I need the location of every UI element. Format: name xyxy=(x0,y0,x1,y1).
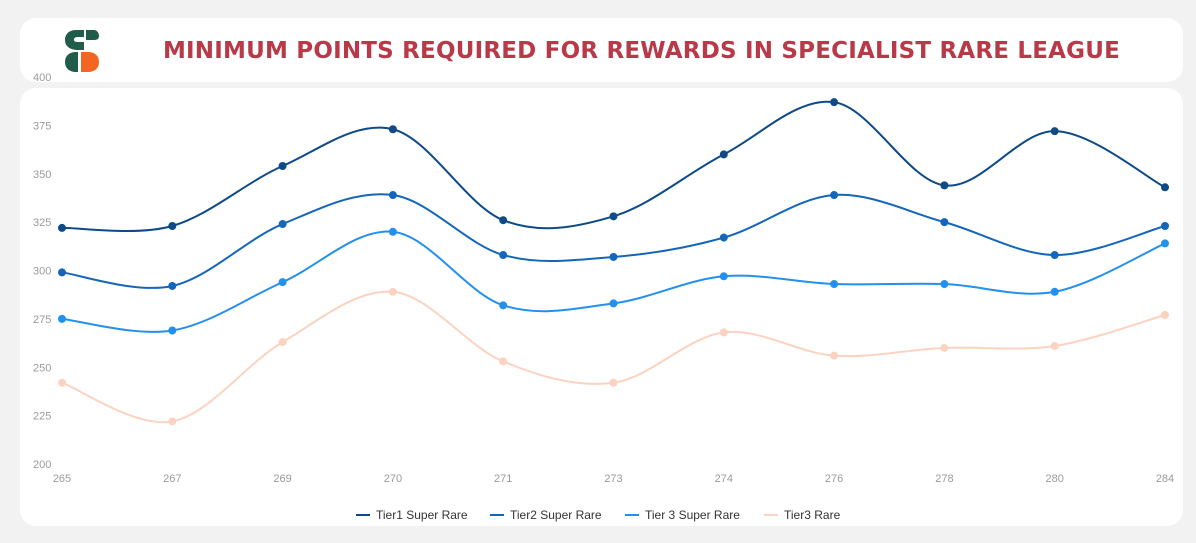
data-point[interactable] xyxy=(609,378,618,387)
legend: Tier1 Super Rare Tier2 Super Rare Tier 3 S… xyxy=(356,508,841,522)
y-axis-ticks: 200 225 250 275 300 325 350 375 400 xyxy=(33,72,51,471)
data-point[interactable] xyxy=(388,227,397,236)
data-point[interactable] xyxy=(1161,221,1169,230)
logo-orange-shape xyxy=(81,52,99,72)
data-point[interactable] xyxy=(1050,251,1059,260)
data-point[interactable] xyxy=(168,326,177,335)
logo-green-shape xyxy=(65,30,99,72)
data-point[interactable] xyxy=(830,280,839,289)
data-point[interactable] xyxy=(940,343,949,352)
y-tick-label: 375 xyxy=(33,120,51,132)
series-line xyxy=(61,230,1166,333)
data-point[interactable] xyxy=(830,191,839,200)
data-point[interactable] xyxy=(388,125,397,134)
legend-item[interactable]: Tier3 Rare xyxy=(764,508,841,522)
data-point[interactable] xyxy=(1050,287,1059,296)
data-point[interactable] xyxy=(58,378,66,387)
y-tick-label: 350 xyxy=(33,169,51,181)
data-point[interactable] xyxy=(499,216,508,225)
y-tick-label: 225 xyxy=(33,411,51,423)
data-point[interactable] xyxy=(168,221,177,230)
data-point[interactable] xyxy=(940,218,949,227)
chart-title: MINIMUM POINTS REQUIRED FOR REWARDS IN S… xyxy=(162,38,1121,64)
x-tick-label: 280 xyxy=(1046,473,1064,485)
y-tick-label: 250 xyxy=(33,362,51,374)
brand-logo-icon xyxy=(65,30,99,72)
series-points xyxy=(58,98,1169,426)
data-point[interactable] xyxy=(1161,239,1169,248)
x-tick-label: 273 xyxy=(604,473,622,485)
x-axis-ticks: 265 267 269 270 271 273 274 276 278 280 284 xyxy=(53,473,1174,485)
data-point[interactable] xyxy=(609,212,618,221)
data-point[interactable] xyxy=(1050,127,1059,136)
legend-label: Tier1 Super Rare xyxy=(376,508,468,522)
x-tick-label: 276 xyxy=(825,473,843,485)
series-line xyxy=(61,100,1166,233)
data-point[interactable] xyxy=(1161,311,1169,320)
data-point[interactable] xyxy=(940,181,949,190)
data-point[interactable] xyxy=(499,301,508,310)
x-tick-label: 274 xyxy=(715,473,733,485)
data-point[interactable] xyxy=(278,220,287,229)
header-card: MINIMUM POINTS REQUIRED FOR REWARDS IN S… xyxy=(20,18,1183,82)
x-tick-label: 271 xyxy=(494,473,512,485)
legend-item[interactable]: Tier1 Super Rare xyxy=(356,508,468,522)
data-point[interactable] xyxy=(609,252,618,261)
data-point[interactable] xyxy=(719,233,728,242)
data-point[interactable] xyxy=(940,280,949,289)
x-tick-label: 267 xyxy=(163,473,181,485)
data-point[interactable] xyxy=(499,357,508,366)
data-point[interactable] xyxy=(1050,341,1059,350)
data-point[interactable] xyxy=(58,268,66,277)
data-point[interactable] xyxy=(609,299,618,308)
series-line xyxy=(61,290,1166,424)
y-tick-label: 325 xyxy=(33,217,51,229)
data-point[interactable] xyxy=(278,162,287,171)
x-tick-label: 265 xyxy=(53,473,71,485)
x-tick-label: 278 xyxy=(935,473,953,485)
legend-item[interactable]: Tier 3 Super Rare xyxy=(625,508,740,522)
y-tick-label: 275 xyxy=(33,314,51,326)
data-point[interactable] xyxy=(278,278,287,287)
data-point[interactable] xyxy=(830,351,839,360)
y-tick-label: 300 xyxy=(33,266,51,278)
data-point[interactable] xyxy=(719,328,728,337)
x-tick-label: 270 xyxy=(384,473,402,485)
data-point[interactable] xyxy=(388,287,397,296)
data-point[interactable] xyxy=(58,314,66,323)
data-point[interactable] xyxy=(168,281,177,290)
legend-item[interactable]: Tier2 Super Rare xyxy=(490,508,602,522)
data-point[interactable] xyxy=(58,223,66,232)
data-point[interactable] xyxy=(719,272,728,281)
series-lines xyxy=(61,100,1166,424)
data-point[interactable] xyxy=(499,251,508,260)
legend-label: Tier2 Super Rare xyxy=(510,508,602,522)
data-point[interactable] xyxy=(388,191,397,200)
data-point[interactable] xyxy=(168,417,177,426)
data-point[interactable] xyxy=(830,98,839,107)
data-point[interactable] xyxy=(719,150,728,159)
y-tick-label: 400 xyxy=(33,72,51,84)
x-tick-label: 284 xyxy=(1156,473,1174,485)
legend-label: Tier3 Rare xyxy=(784,508,841,522)
data-point[interactable] xyxy=(278,338,287,347)
legend-label: Tier 3 Super Rare xyxy=(645,508,740,522)
x-tick-label: 269 xyxy=(273,473,291,485)
chart-card xyxy=(20,88,1183,526)
y-tick-label: 200 xyxy=(33,459,51,471)
series-line xyxy=(61,193,1166,289)
data-point[interactable] xyxy=(1161,183,1169,192)
